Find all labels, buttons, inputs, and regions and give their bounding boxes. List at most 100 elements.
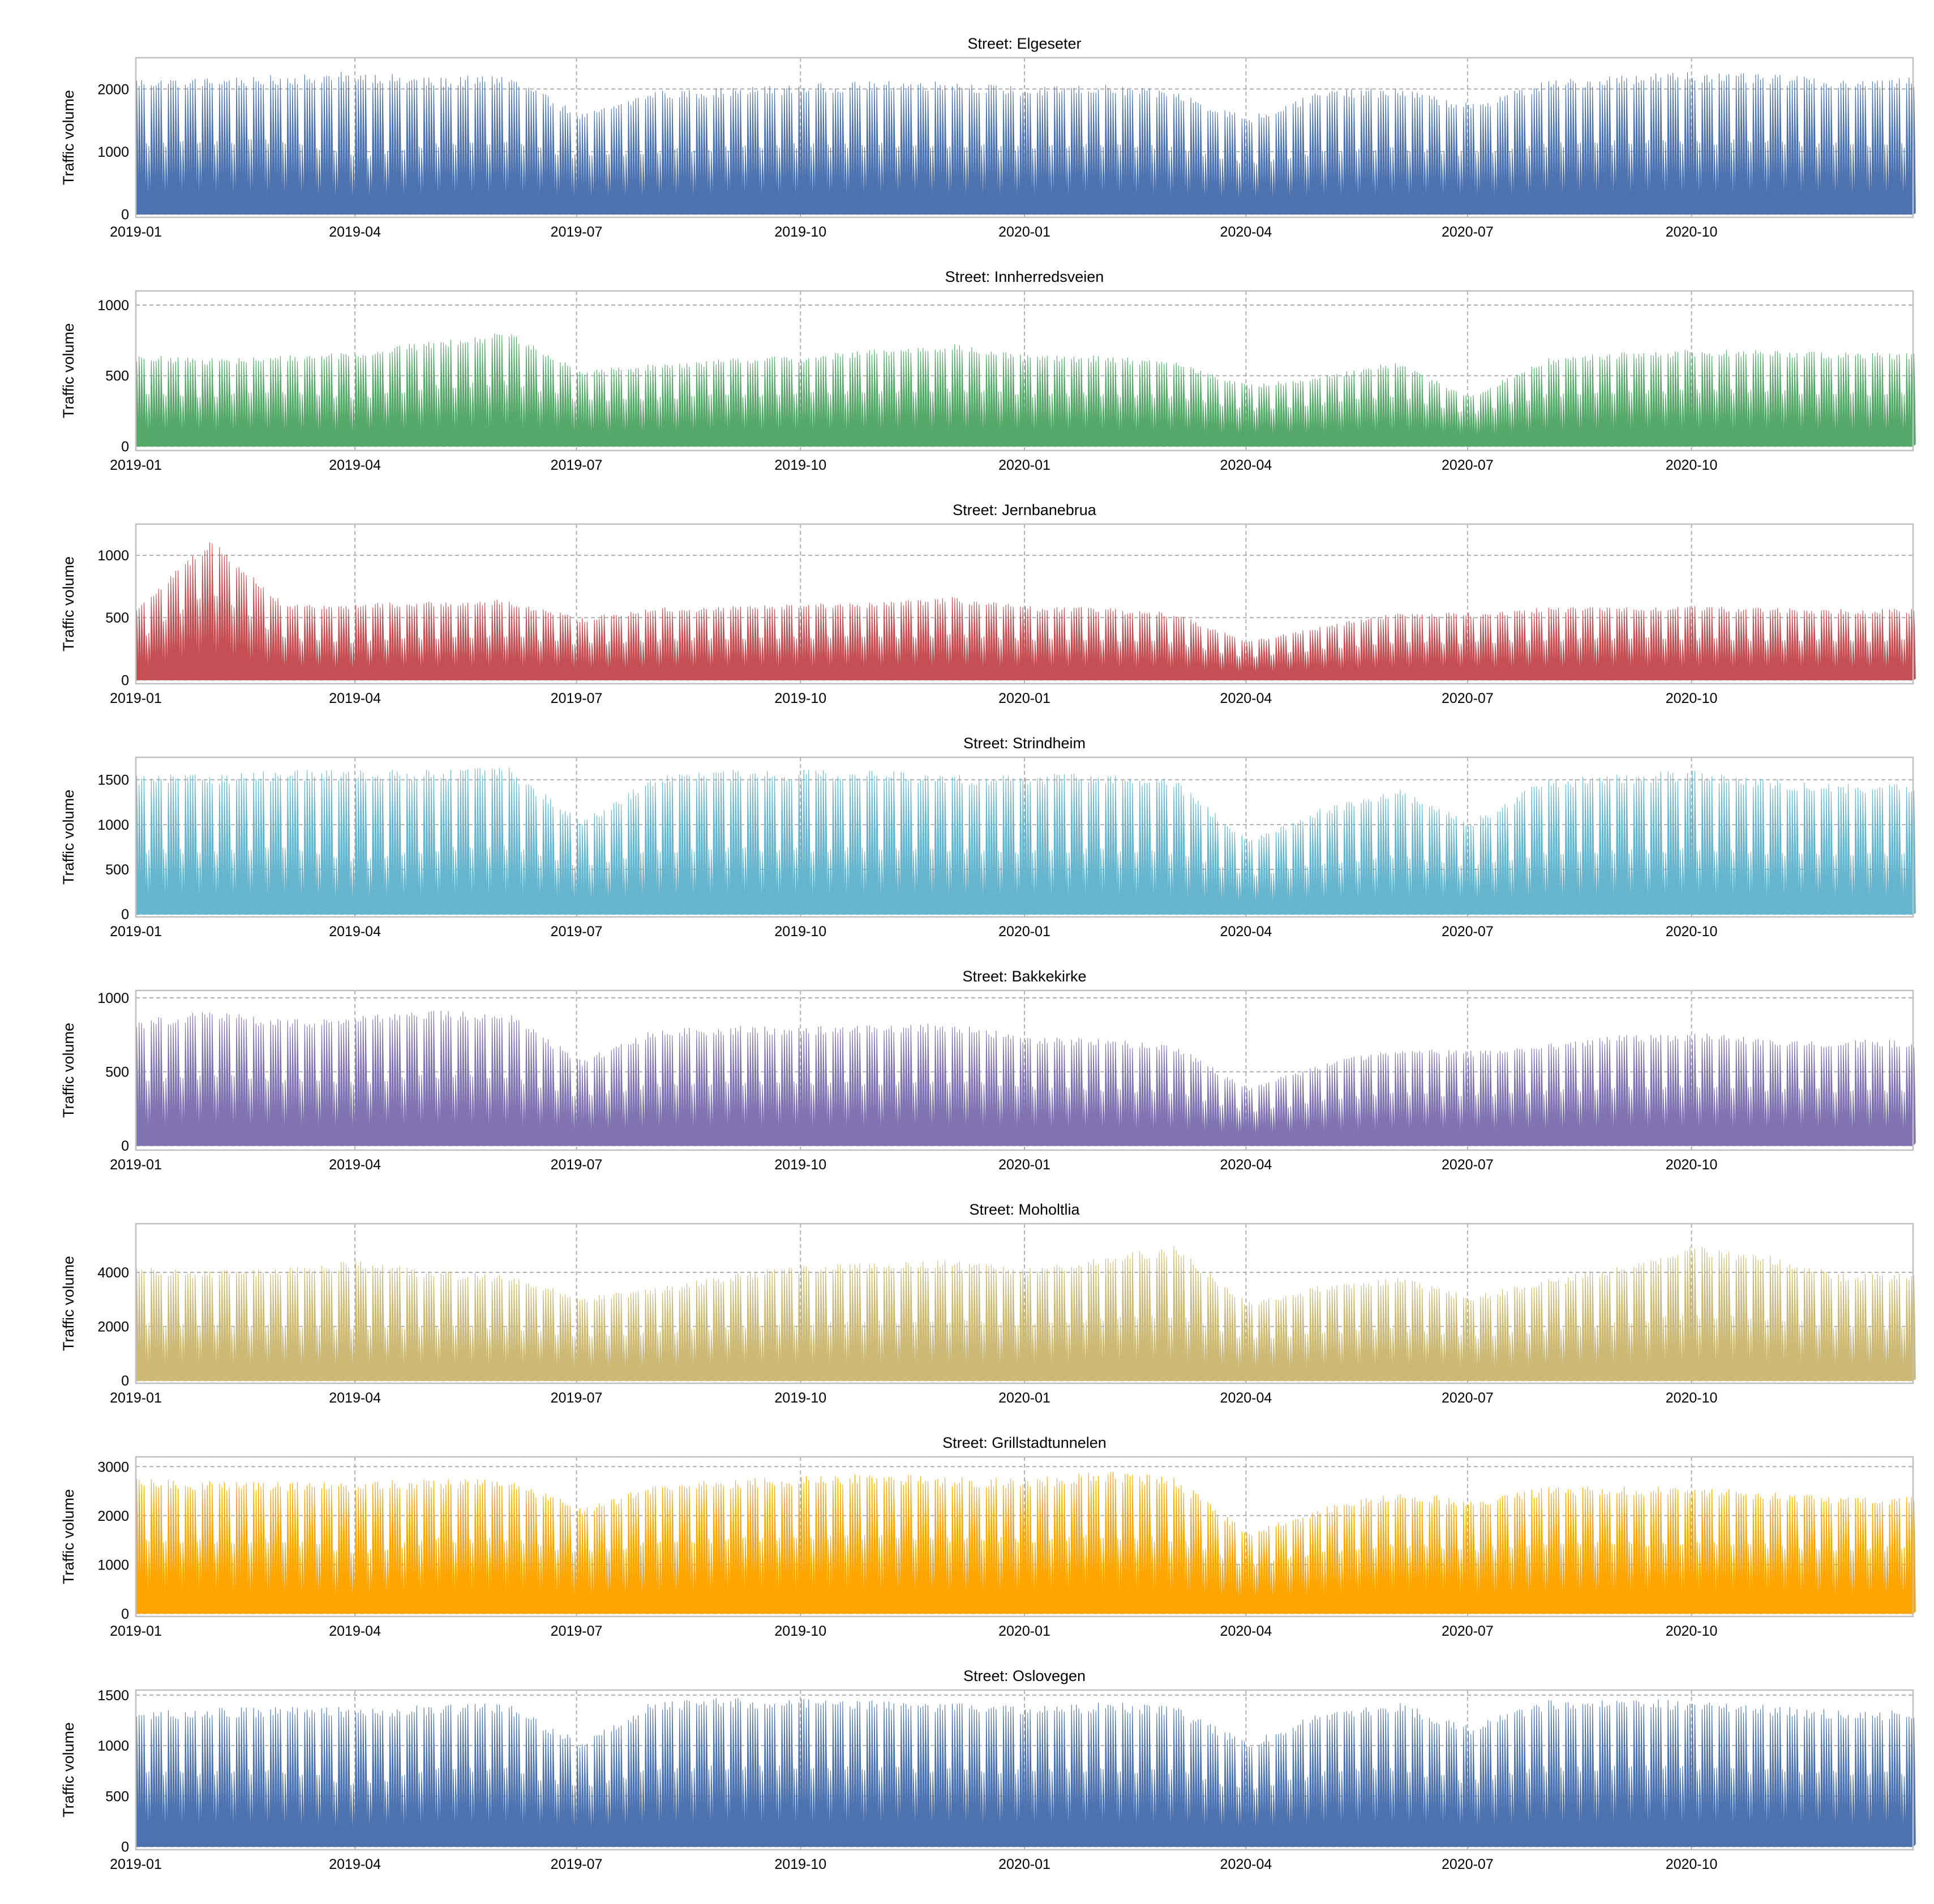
y-axis-label: Traffic volume <box>60 1489 77 1584</box>
x-tick-label: 2020-04 <box>1220 224 1272 240</box>
y-tick-label: 1500 <box>97 773 129 788</box>
plot-frame <box>135 1223 1914 1384</box>
y-tick-label: 500 <box>105 862 129 878</box>
x-tick-label: 2020-07 <box>1442 1856 1494 1872</box>
panel-title: Street: Bakkekirke <box>962 968 1086 985</box>
panel-3: Street: Strindheim 0 500 1000 1500 2019-01 201… <box>60 735 1916 940</box>
y-axis-label: Traffic volume <box>60 1023 77 1118</box>
y-tick-label: 3000 <box>97 1459 129 1475</box>
x-tick-label: 2020-10 <box>1666 1623 1718 1639</box>
y-axis-label: Traffic volume <box>60 556 77 651</box>
x-tick-label: 2020-01 <box>998 1390 1050 1406</box>
y-tick-label: 2000 <box>97 82 129 97</box>
x-tick-label: 2020-01 <box>998 924 1050 940</box>
x-tick-label: 2020-04 <box>1220 1390 1272 1406</box>
x-tick-label: 2019-04 <box>329 1856 381 1872</box>
y-tick-label: 0 <box>121 207 129 222</box>
plot-frame <box>135 57 1914 218</box>
y-tick-label: 2000 <box>97 1508 129 1524</box>
y-tick-label: 0 <box>121 672 129 688</box>
series-area-Moholtlia <box>135 1246 1916 1381</box>
x-tick-label: 2020-10 <box>1666 457 1718 473</box>
x-tick-label: 2020-01 <box>998 224 1050 240</box>
x-tick-label: 2019-07 <box>551 924 603 940</box>
series-area-Grillstadtunnelen <box>135 1472 1916 1614</box>
y-tick-label: 4000 <box>97 1265 129 1281</box>
y-tick-label: 500 <box>105 1065 129 1080</box>
y-tick-label: 0 <box>121 439 129 455</box>
x-tick-label: 2020-04 <box>1220 691 1272 706</box>
x-tick-label: 2020-07 <box>1442 457 1494 473</box>
plot-frame <box>135 1456 1914 1618</box>
y-tick-label: 1000 <box>97 548 129 564</box>
x-tick-label: 2020-10 <box>1666 924 1718 940</box>
x-tick-label: 2020-04 <box>1220 1157 1272 1173</box>
y-tick-label: 1500 <box>97 1688 129 1704</box>
plot-frame <box>135 523 1914 685</box>
x-tick-label: 2020-10 <box>1666 1390 1718 1406</box>
y-axis-label: Traffic volume <box>60 90 77 185</box>
panel-title: Street: Grillstadtunnelen <box>942 1434 1107 1451</box>
panel-6: Street: Grillstadtunnelen 0 1000 2000 3000 20… <box>60 1434 1916 1639</box>
x-tick-label: 2019-10 <box>774 924 826 940</box>
y-tick-label: 500 <box>105 1789 129 1804</box>
x-tick-label: 2020-07 <box>1442 1390 1494 1406</box>
y-tick-label: 0 <box>121 1373 129 1389</box>
x-tick-label: 2019-10 <box>774 1390 826 1406</box>
x-tick-label: 2019-04 <box>329 1157 381 1173</box>
y-tick-label: 0 <box>121 1606 129 1622</box>
panel-0: Street: Elgeseter 0 1000 2000 2019-01 2019-04… <box>60 35 1916 240</box>
y-axis-label: Traffic volume <box>60 1256 77 1351</box>
x-tick-label: 2020-01 <box>998 691 1050 706</box>
x-tick-label: 2019-04 <box>329 924 381 940</box>
plot-frame <box>135 756 1914 918</box>
series-area-Bakkekirke <box>135 1010 1916 1146</box>
series-area-Elgeseter <box>135 71 1916 215</box>
y-axis-label: Traffic volume <box>60 1722 77 1817</box>
panel-title: Street: Innherredsveien <box>945 268 1104 285</box>
y-axis-label: Traffic volume <box>60 323 77 418</box>
x-tick-label: 2019-07 <box>551 691 603 706</box>
x-tick-label: 2020-07 <box>1442 1623 1494 1639</box>
panel-4: Street: Bakkekirke 0 500 1000 2019-01 2019-04… <box>60 968 1916 1173</box>
x-tick-label: 2020-10 <box>1666 1856 1718 1872</box>
x-tick-label: 2020-01 <box>998 1856 1050 1872</box>
x-tick-label: 2019-01 <box>110 224 162 240</box>
panel-title: Street: Oslovegen <box>963 1667 1086 1684</box>
panel-title: Street: Jernbanebrua <box>953 501 1097 518</box>
x-tick-label: 2020-01 <box>998 1157 1050 1173</box>
x-tick-label: 2020-04 <box>1220 1856 1272 1872</box>
x-tick-label: 2019-10 <box>774 1157 826 1173</box>
panel-2: Street: Jernbanebrua 0 500 1000 2019-01 2019-… <box>60 501 1916 706</box>
x-tick-label: 2020-07 <box>1442 224 1494 240</box>
y-tick-label: 0 <box>121 907 129 923</box>
panel-title: Street: Elgeseter <box>967 35 1081 52</box>
y-tick-label: 1000 <box>97 817 129 833</box>
y-tick-label: 1000 <box>97 990 129 1006</box>
y-tick-label: 0 <box>121 1839 129 1855</box>
x-tick-label: 2019-01 <box>110 1157 162 1173</box>
x-tick-label: 2020-07 <box>1442 691 1494 706</box>
series-area-Oslovegen <box>135 1698 1916 1847</box>
x-tick-label: 2019-01 <box>110 1623 162 1639</box>
x-tick-label: 2019-07 <box>551 1157 603 1173</box>
plot-frame <box>135 290 1914 452</box>
x-tick-label: 2020-10 <box>1666 224 1718 240</box>
panel-5: Street: Moholtlia 0 2000 4000 2019-01 2019-04… <box>60 1201 1916 1406</box>
x-tick-label: 2019-07 <box>551 1390 603 1406</box>
x-tick-label: 2019-07 <box>551 457 603 473</box>
x-tick-label: 2019-04 <box>329 1623 381 1639</box>
y-tick-label: 1000 <box>97 144 129 160</box>
y-tick-label: 1000 <box>97 1557 129 1573</box>
series-area-Strindheim <box>135 767 1916 915</box>
x-tick-label: 2019-04 <box>329 691 381 706</box>
x-tick-label: 2019-10 <box>774 1623 826 1639</box>
x-tick-label: 2020-10 <box>1666 691 1718 706</box>
x-tick-label: 2019-07 <box>551 1623 603 1639</box>
plot-frame <box>135 989 1914 1151</box>
x-tick-label: 2019-10 <box>774 224 826 240</box>
y-tick-label: 0 <box>121 1138 129 1154</box>
panel-title: Street: Moholtlia <box>969 1201 1080 1218</box>
x-tick-label: 2019-04 <box>329 457 381 473</box>
x-tick-label: 2020-01 <box>998 1623 1050 1639</box>
